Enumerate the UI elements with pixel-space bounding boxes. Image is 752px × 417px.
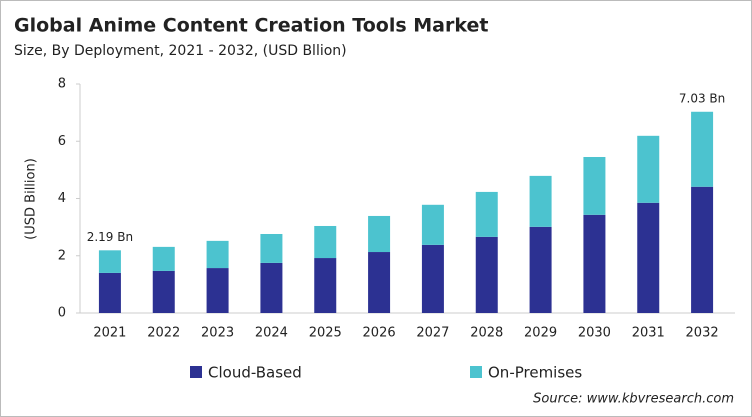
bar-segment [98,272,121,313]
bar-segment [368,252,391,313]
legend-label: On-Premises [488,364,582,382]
bar-segment [583,156,606,215]
x-tick-label: 2032 [686,326,719,341]
bar-segment [421,204,444,245]
bar-segment [529,175,552,227]
x-tick-label: 2027 [416,326,449,341]
bar-segment [421,244,444,313]
x-tick-label: 2026 [363,326,396,341]
bar-segment [98,250,121,273]
x-tick-label: 2025 [309,326,342,341]
bar-segment [475,191,498,237]
bar-segment [152,270,175,313]
bar-segment [260,262,283,313]
bar-segment [368,215,391,253]
x-tick-label: 2031 [632,326,665,341]
chart-title: Global Anime Content Creation Tools Mark… [14,15,488,37]
x-tick-label: 2023 [201,326,234,341]
bar-segment [529,226,552,313]
bar-segment [637,202,660,313]
x-tick-label: 2029 [524,326,557,341]
bar-segment [206,268,229,313]
bar-segment [206,240,229,269]
bar-segment [637,135,660,203]
y-tick-label: 0 [58,306,66,321]
legend-swatch [470,366,482,378]
y-tick-label: 2 [58,248,66,263]
source: Source: www.kbvresearch.com [533,392,734,407]
legend-label: Cloud-Based [208,364,302,382]
bar-segment [260,233,283,263]
bar-segment [583,214,606,313]
y-tick-label: 6 [58,134,66,149]
x-tick-label: 2021 [93,326,126,341]
bar-segment [691,111,714,187]
bar-segment [152,246,175,271]
y-tick-label: 8 [58,77,66,92]
data-label: 7.03 Bn [679,91,725,105]
data-label: 2.19 Bn [87,230,133,244]
x-tick-label: 2030 [578,326,611,341]
x-tick-label: 2024 [255,326,288,341]
x-tick-label: 2022 [147,326,180,341]
bar-segment [314,258,337,313]
bar-segment [314,225,337,259]
chart-subtitle: Size, By Deployment, 2021 - 2032, (USD B… [14,43,347,59]
y-axis-label: (USD Billion) [24,158,39,240]
y-tick-label: 4 [58,191,66,206]
legend-swatch [190,366,202,378]
bar-segment [475,236,498,313]
bar-segment [691,186,714,313]
x-tick-label: 2028 [470,326,503,341]
